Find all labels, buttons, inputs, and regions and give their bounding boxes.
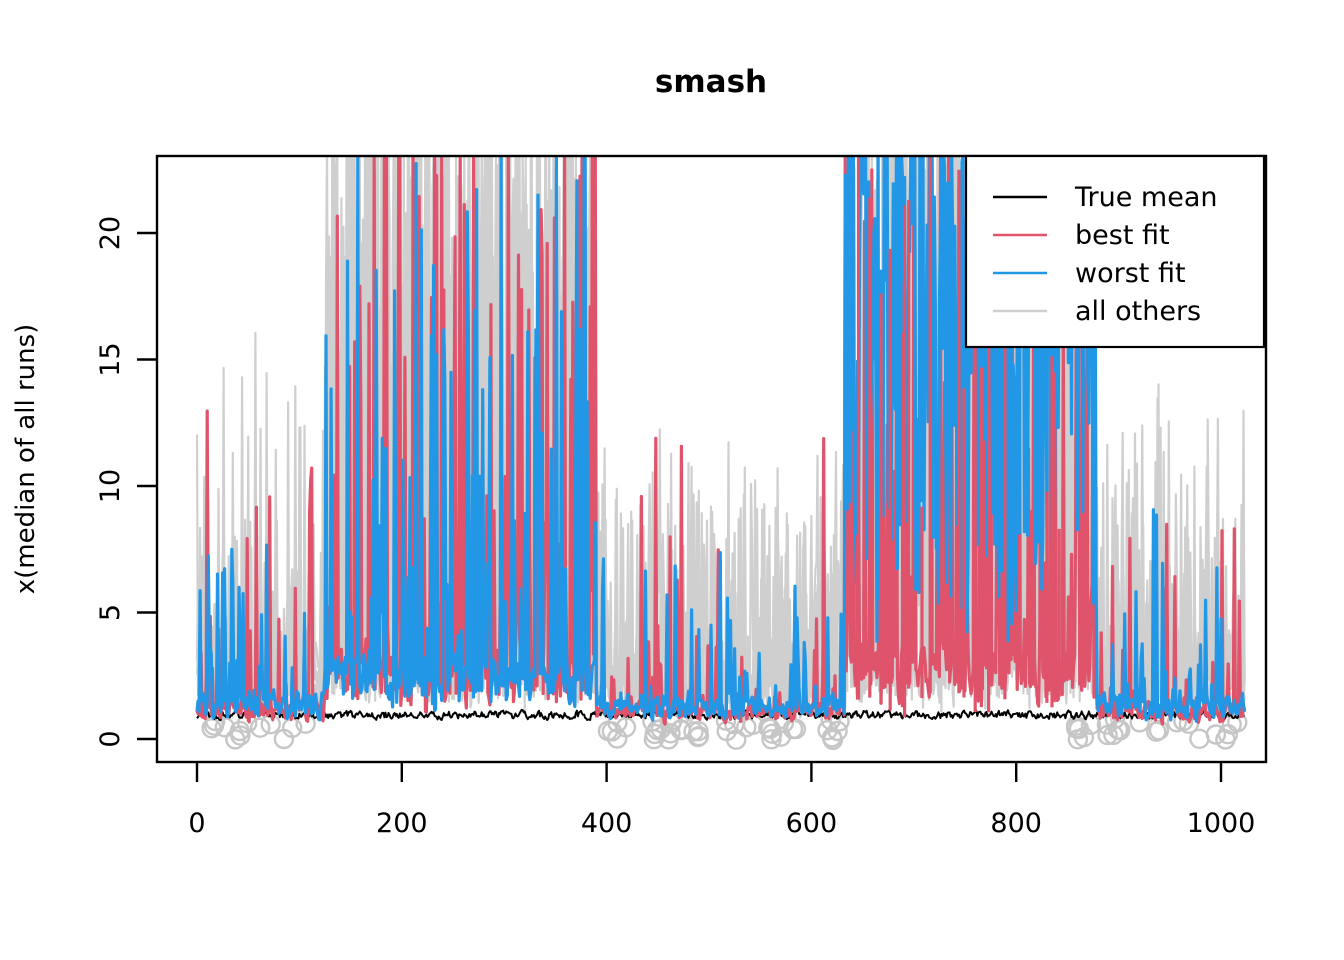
legend-box: [964, 154, 1266, 349]
data-point-circle: [615, 717, 637, 738]
chart-title: smash: [655, 64, 767, 100]
y-tick-label: 0: [95, 730, 126, 747]
series-best-fit-streaks: [855, 156, 1061, 717]
x-tick-label: 0: [188, 808, 205, 839]
data-point-circle: [758, 717, 779, 738]
data-point-circle: [827, 720, 848, 742]
data-point-circle: [817, 720, 838, 741]
legend-label-best-fit: best fit: [1075, 220, 1170, 251]
y-axis: 0 5 10 15 20: [95, 216, 157, 748]
scatter-points-layer: [201, 708, 1248, 751]
legend: True mean best fit worst fit all others: [964, 154, 1266, 349]
x-tick-label: 600: [786, 808, 838, 839]
data-point-circle: [250, 717, 271, 738]
x-tick-label: 1000: [1187, 808, 1256, 839]
data-point-circle: [660, 723, 681, 744]
legend-label-all-others: all others: [1075, 296, 1201, 327]
y-tick-label: 20: [95, 216, 126, 250]
legend-label-worst-fit: worst fit: [1075, 258, 1186, 289]
data-point-circle: [1068, 718, 1090, 740]
series-worst-fit: [195, 156, 1247, 723]
data-point-circle: [1189, 728, 1210, 749]
x-tick-label: 800: [990, 808, 1042, 839]
y-axis-label: x(median of all runs): [11, 324, 41, 595]
data-point-circle: [225, 729, 246, 750]
x-tick-label: 400: [581, 808, 633, 839]
y-tick-label: 5: [95, 604, 126, 621]
x-axis: 0 200 400 600 800 1000: [188, 762, 1255, 839]
legend-label-true-mean: True mean: [1074, 182, 1218, 213]
data-point-circle: [1065, 715, 1087, 736]
data-point-circle: [1067, 729, 1089, 750]
y-tick-label: 10: [95, 469, 126, 503]
y-tick-label: 15: [95, 342, 126, 376]
data-point-circle: [1110, 720, 1131, 741]
data-point-circle: [1205, 724, 1227, 745]
data-point-circle: [230, 725, 251, 746]
data-point-circle: [1148, 720, 1170, 741]
data-point-circle: [1097, 724, 1118, 746]
data-point-circle: [688, 725, 710, 747]
x-tick-label: 200: [376, 808, 428, 839]
plot-border: [155, 154, 1268, 764]
